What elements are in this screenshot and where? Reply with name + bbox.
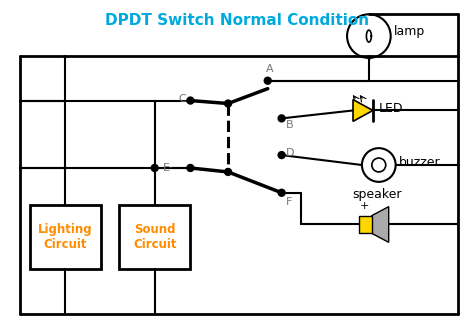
Circle shape <box>151 164 158 171</box>
Bar <box>359 215 372 233</box>
Bar <box>119 205 191 269</box>
Circle shape <box>264 77 271 84</box>
Text: lamp: lamp <box>394 25 425 38</box>
Text: Sound
Circuit: Sound Circuit <box>133 223 176 251</box>
Text: F: F <box>286 197 292 207</box>
Circle shape <box>225 100 231 107</box>
Circle shape <box>278 152 285 159</box>
Text: C: C <box>179 94 186 104</box>
Text: buzzer: buzzer <box>399 156 440 168</box>
Circle shape <box>187 97 194 104</box>
Circle shape <box>278 189 285 196</box>
Text: Lighting
Circuit: Lighting Circuit <box>38 223 93 251</box>
Text: LED: LED <box>379 102 403 115</box>
Circle shape <box>225 168 231 175</box>
Polygon shape <box>372 207 389 242</box>
Polygon shape <box>353 100 373 121</box>
Text: D: D <box>286 148 294 158</box>
Text: A: A <box>266 64 273 74</box>
Text: speaker: speaker <box>352 188 401 201</box>
Text: B: B <box>286 120 293 130</box>
Text: +: + <box>360 201 370 211</box>
Circle shape <box>278 115 285 122</box>
Text: E·: E· <box>163 163 173 173</box>
Bar <box>30 205 101 269</box>
Circle shape <box>187 164 194 171</box>
Text: DPDT Switch Normal Condition: DPDT Switch Normal Condition <box>105 13 369 28</box>
